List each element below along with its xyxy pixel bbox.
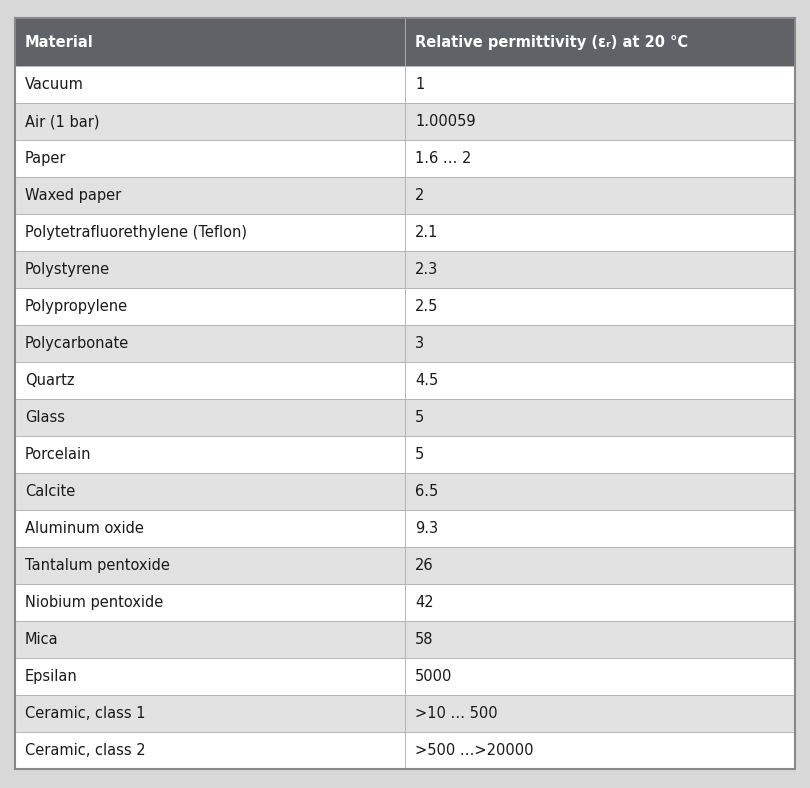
Text: Tantalum pentoxide: Tantalum pentoxide bbox=[25, 558, 170, 573]
Text: Relative permittivity (εᵣ) at 20 °C: Relative permittivity (εᵣ) at 20 °C bbox=[415, 35, 688, 50]
Text: Quartz: Quartz bbox=[25, 373, 75, 388]
Bar bbox=[15, 362, 405, 399]
Bar bbox=[405, 621, 795, 658]
Text: Calcite: Calcite bbox=[25, 484, 75, 499]
Bar bbox=[405, 251, 795, 288]
Bar bbox=[15, 177, 405, 214]
Text: 5: 5 bbox=[415, 410, 424, 425]
Text: Paper: Paper bbox=[25, 151, 66, 166]
Bar bbox=[405, 18, 795, 66]
Text: 1.00059: 1.00059 bbox=[415, 114, 475, 129]
Text: Mica: Mica bbox=[25, 632, 58, 647]
Bar bbox=[405, 325, 795, 362]
Bar bbox=[15, 18, 405, 66]
Text: >500 …>20000: >500 …>20000 bbox=[415, 743, 534, 758]
Bar bbox=[405, 547, 795, 584]
Bar bbox=[15, 140, 405, 177]
Text: Polytetrafluorethylene (Teflon): Polytetrafluorethylene (Teflon) bbox=[25, 225, 247, 240]
Text: Material: Material bbox=[25, 35, 94, 50]
Text: 2: 2 bbox=[415, 188, 424, 203]
Bar bbox=[405, 399, 795, 436]
Text: Ceramic, class 1: Ceramic, class 1 bbox=[25, 706, 146, 721]
Bar bbox=[15, 103, 405, 140]
Text: Air (1 bar): Air (1 bar) bbox=[25, 114, 100, 129]
Text: Epsilan: Epsilan bbox=[25, 669, 78, 684]
Text: Ceramic, class 2: Ceramic, class 2 bbox=[25, 743, 146, 758]
Text: Glass: Glass bbox=[25, 410, 65, 425]
Bar bbox=[15, 325, 405, 362]
Text: 5: 5 bbox=[415, 447, 424, 462]
Bar bbox=[15, 436, 405, 473]
Text: Polycarbonate: Polycarbonate bbox=[25, 336, 130, 351]
Bar bbox=[405, 658, 795, 695]
Text: 5000: 5000 bbox=[415, 669, 452, 684]
Bar bbox=[405, 473, 795, 510]
Bar bbox=[15, 66, 405, 103]
Bar bbox=[405, 103, 795, 140]
Bar bbox=[405, 510, 795, 547]
Bar bbox=[15, 732, 405, 769]
Text: 1: 1 bbox=[415, 77, 424, 92]
Bar bbox=[405, 584, 795, 621]
Bar bbox=[15, 621, 405, 658]
Text: 2.5: 2.5 bbox=[415, 299, 438, 314]
Bar bbox=[405, 362, 795, 399]
Text: 6.5: 6.5 bbox=[415, 484, 438, 499]
Text: Waxed paper: Waxed paper bbox=[25, 188, 122, 203]
Text: 26: 26 bbox=[415, 558, 433, 573]
Bar bbox=[15, 288, 405, 325]
Text: 9.3: 9.3 bbox=[415, 521, 438, 536]
Bar bbox=[15, 695, 405, 732]
Text: Porcelain: Porcelain bbox=[25, 447, 92, 462]
Text: 1.6 … 2: 1.6 … 2 bbox=[415, 151, 471, 166]
Text: Polystyrene: Polystyrene bbox=[25, 262, 110, 277]
Text: 3: 3 bbox=[415, 336, 424, 351]
Bar bbox=[405, 732, 795, 769]
Text: Aluminum oxide: Aluminum oxide bbox=[25, 521, 144, 536]
Bar bbox=[15, 547, 405, 584]
Bar bbox=[405, 214, 795, 251]
Bar bbox=[15, 214, 405, 251]
Bar bbox=[15, 251, 405, 288]
Bar bbox=[405, 436, 795, 473]
Text: Polypropylene: Polypropylene bbox=[25, 299, 128, 314]
Text: 2.1: 2.1 bbox=[415, 225, 438, 240]
Bar bbox=[15, 584, 405, 621]
Text: 58: 58 bbox=[415, 632, 433, 647]
Bar bbox=[405, 177, 795, 214]
Text: 42: 42 bbox=[415, 595, 433, 610]
Text: 4.5: 4.5 bbox=[415, 373, 438, 388]
Text: >10 … 500: >10 … 500 bbox=[415, 706, 497, 721]
Text: 2.3: 2.3 bbox=[415, 262, 438, 277]
Bar bbox=[405, 66, 795, 103]
Bar bbox=[15, 510, 405, 547]
Bar bbox=[405, 695, 795, 732]
Bar bbox=[15, 658, 405, 695]
Bar bbox=[15, 399, 405, 436]
Text: Niobium pentoxide: Niobium pentoxide bbox=[25, 595, 164, 610]
Text: Vacuum: Vacuum bbox=[25, 77, 84, 92]
Bar bbox=[15, 473, 405, 510]
Bar bbox=[405, 288, 795, 325]
Bar bbox=[405, 140, 795, 177]
